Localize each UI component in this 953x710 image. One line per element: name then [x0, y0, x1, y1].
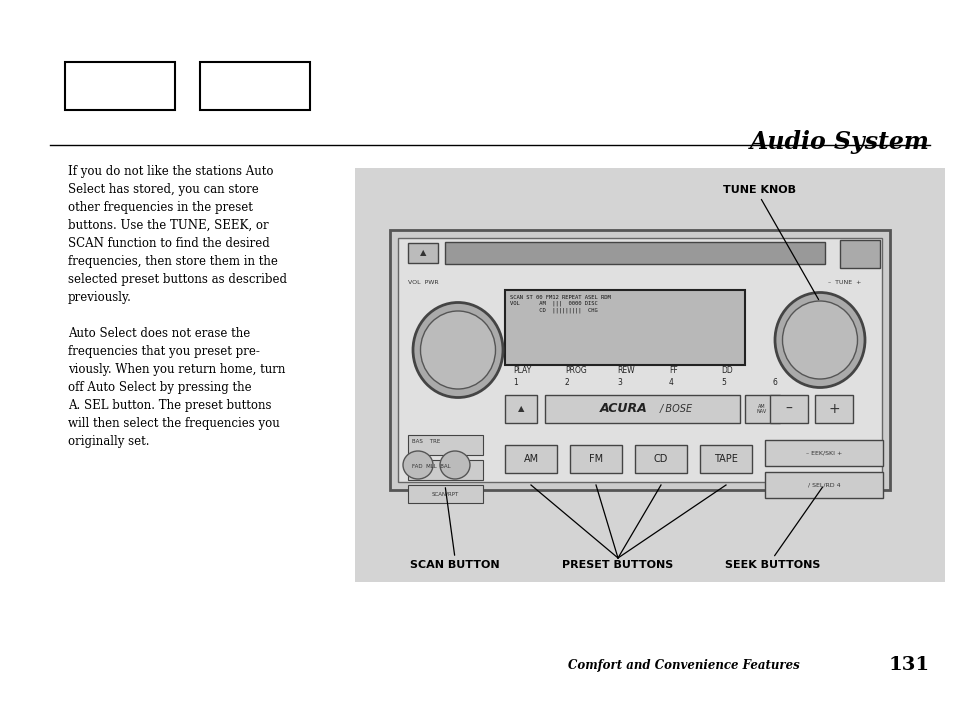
Text: +: +: [827, 402, 839, 416]
Text: / SEL/RD 4: / SEL/RD 4: [807, 483, 840, 488]
Bar: [700, 445, 751, 473]
Text: –: –: [784, 402, 792, 416]
Bar: [408, 243, 437, 263]
Bar: [744, 395, 780, 423]
Text: ▲: ▲: [419, 248, 426, 258]
Bar: [390, 230, 889, 490]
Bar: [408, 460, 482, 480]
Bar: [504, 445, 557, 473]
Text: 131: 131: [888, 656, 929, 674]
Bar: [764, 440, 882, 466]
Text: REW: REW: [617, 366, 634, 375]
Ellipse shape: [781, 301, 857, 379]
Text: / BOSE: / BOSE: [659, 404, 693, 414]
Text: If you do not like the stations Auto
Select has stored, you can store
other freq: If you do not like the stations Auto Sel…: [68, 165, 287, 448]
Bar: [764, 472, 882, 498]
Ellipse shape: [413, 302, 502, 398]
Text: AM: AM: [523, 454, 538, 464]
Bar: [444, 242, 824, 264]
Text: PLAY: PLAY: [513, 366, 531, 375]
Text: –  TUNE  +: – TUNE +: [827, 280, 861, 285]
Text: BAS    TRE: BAS TRE: [412, 439, 439, 444]
Ellipse shape: [402, 451, 433, 479]
Text: – EEK/SKI +: – EEK/SKI +: [805, 451, 841, 456]
Text: Comfort and Convenience Features: Comfort and Convenience Features: [568, 658, 800, 672]
Text: TAPE: TAPE: [713, 454, 738, 464]
Bar: [840, 240, 879, 268]
Ellipse shape: [439, 451, 470, 479]
Text: TUNE KNOB: TUNE KNOB: [722, 185, 796, 195]
Bar: [769, 395, 807, 423]
Text: ACURA: ACURA: [599, 403, 647, 415]
Text: SEEK BUTTONS: SEEK BUTTONS: [724, 560, 820, 570]
Text: FAD  MLL  BAL: FAD MLL BAL: [412, 464, 450, 469]
Bar: [635, 445, 686, 473]
Text: 1: 1: [513, 378, 517, 387]
Text: VOL  PWR: VOL PWR: [408, 280, 438, 285]
Text: 2: 2: [564, 378, 569, 387]
Text: FF: FF: [668, 366, 677, 375]
Bar: [355, 168, 944, 582]
Text: SCAN/RPT: SCAN/RPT: [431, 491, 458, 496]
Bar: [200, 62, 310, 110]
Text: SCAN BUTTON: SCAN BUTTON: [410, 560, 499, 570]
Ellipse shape: [774, 293, 864, 388]
Bar: [65, 62, 174, 110]
Text: DD: DD: [720, 366, 732, 375]
Text: SCAN ST 00 FM12 REPEAT ASEL RDM
VOL      AM  |||  0000 DISC
         CD  |||||||: SCAN ST 00 FM12 REPEAT ASEL RDM VOL AM |…: [510, 295, 610, 312]
Text: FM: FM: [588, 454, 602, 464]
Text: PRESET BUTTONS: PRESET BUTTONS: [561, 560, 673, 570]
Text: CD: CD: [653, 454, 667, 464]
Bar: [544, 395, 740, 423]
Text: 3: 3: [617, 378, 621, 387]
Text: AM
NAV: AM NAV: [756, 403, 766, 415]
Ellipse shape: [420, 311, 495, 389]
Bar: [408, 435, 482, 455]
Text: PROG: PROG: [564, 366, 586, 375]
Bar: [814, 395, 852, 423]
Bar: [569, 445, 621, 473]
Bar: [504, 395, 537, 423]
Text: 6: 6: [772, 378, 777, 387]
Text: 5: 5: [720, 378, 725, 387]
Text: ▲: ▲: [517, 405, 524, 413]
Bar: [504, 290, 744, 365]
Text: 4: 4: [668, 378, 673, 387]
Bar: [408, 485, 482, 503]
Bar: [397, 238, 882, 482]
Text: Audio System: Audio System: [749, 130, 929, 154]
